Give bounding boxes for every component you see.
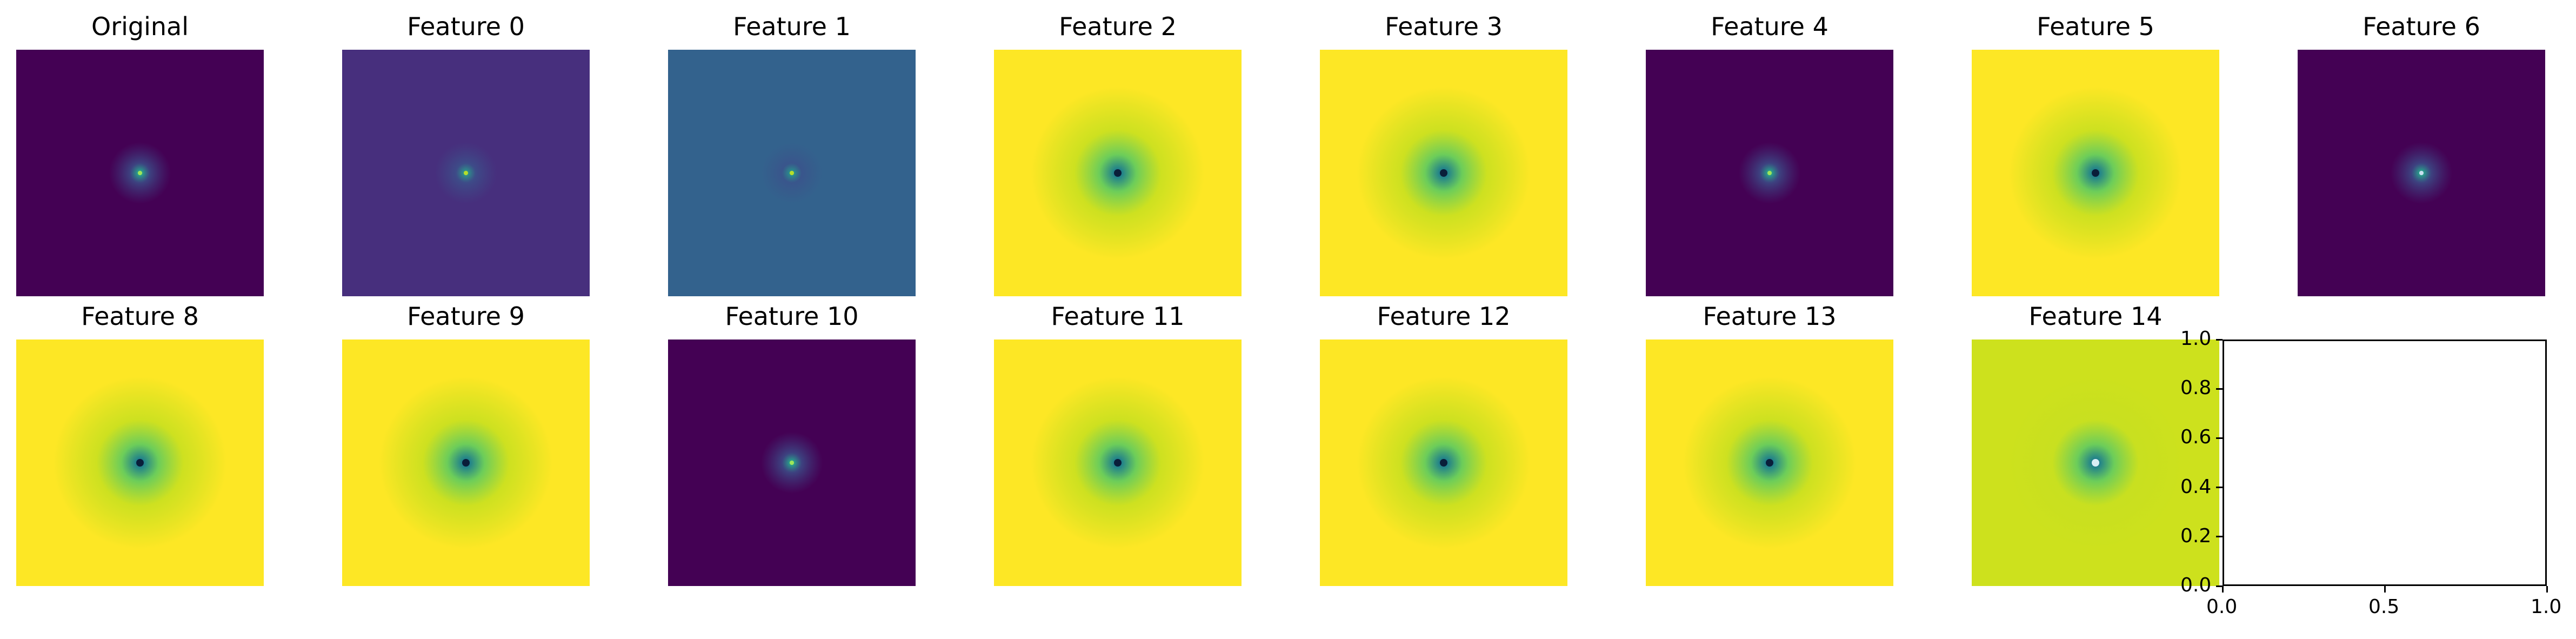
panel-title-feature-1: Feature 1 [733, 12, 851, 41]
y-tick-label: 0.2 [2180, 524, 2212, 547]
panel-image-feature-11 [994, 340, 1242, 586]
y-tick-mark [2216, 437, 2223, 439]
y-tick-label: 1.0 [2180, 328, 2212, 350]
panel-title-feature-2: Feature 2 [1059, 12, 1177, 41]
panel-image-feature-14 [1972, 340, 2219, 586]
panel-image-feature-6 [2298, 50, 2545, 296]
panel-center-point [462, 459, 470, 467]
panel-title-feature-6: Feature 6 [2363, 12, 2480, 41]
panel-image-feature-9 [342, 340, 590, 586]
panel-title-feature-5: Feature 5 [2037, 12, 2154, 41]
panel-center-point [2419, 171, 2424, 175]
panel-center-point [2092, 459, 2099, 467]
y-tick-label: 0.4 [2180, 475, 2212, 498]
panel-image-feature-3 [1320, 50, 1567, 296]
panel-title-feature-3: Feature 3 [1385, 12, 1503, 41]
panel-center-point [136, 459, 144, 467]
panel-title-feature-4: Feature 4 [1711, 12, 1828, 41]
panel-image-feature-0 [342, 50, 590, 296]
panel-center-point [790, 171, 794, 175]
panel-center-point [464, 171, 468, 175]
y-tick-mark [2216, 487, 2223, 489]
y-tick-mark [2216, 338, 2223, 341]
y-tick-label: 0.8 [2180, 377, 2212, 400]
panel-image-original [16, 50, 264, 296]
panel-center-point [1766, 459, 1773, 467]
panel-center-point [1440, 459, 1447, 467]
panel-title-feature-9: Feature 9 [407, 302, 525, 331]
panel-title-feature-8: Feature 8 [81, 302, 199, 331]
x-tick-mark [2546, 586, 2548, 593]
x-tick-label: 1.0 [2531, 596, 2562, 618]
panel-center-point [790, 461, 794, 465]
x-tick-mark [2221, 586, 2224, 593]
panel-title-feature-12: Feature 12 [1377, 302, 1511, 331]
panel-center-point [2092, 169, 2099, 177]
panel-title-feature-0: Feature 0 [407, 12, 525, 41]
panel-center-point [138, 171, 142, 175]
panel-image-feature-2 [994, 50, 1242, 296]
panel-center-point [1114, 459, 1122, 467]
panel-image-feature-12 [1320, 340, 1567, 586]
x-tick-mark [2384, 586, 2386, 593]
panel-image-feature-8 [16, 340, 264, 586]
y-tick-label: 0.0 [2180, 574, 2212, 596]
y-tick-mark [2216, 585, 2223, 587]
panel-image-feature-10 [668, 340, 916, 586]
panel-image-feature-4 [1646, 50, 1893, 296]
y-tick-mark [2216, 388, 2223, 390]
panel-title-feature-11: Feature 11 [1051, 302, 1185, 331]
panel-title-feature-10: Feature 10 [725, 302, 859, 331]
panel-center-point [1440, 169, 1447, 177]
panel-center-point [1114, 169, 1122, 177]
panel-image-feature-5 [1972, 50, 2219, 296]
empty-axes [2223, 340, 2547, 586]
panel-title-feature-14: Feature 14 [2028, 302, 2163, 331]
y-tick-label: 0.6 [2180, 426, 2212, 449]
panel-title-original: Original [91, 12, 189, 41]
panel-title-feature-13: Feature 13 [1703, 302, 1837, 331]
y-tick-mark [2216, 536, 2223, 538]
x-tick-label: 0.5 [2368, 596, 2400, 618]
panel-image-feature-1 [668, 50, 916, 296]
x-tick-label: 0.0 [2206, 596, 2238, 618]
panel-image-feature-13 [1646, 340, 1893, 586]
panel-center-point [1767, 171, 1772, 175]
